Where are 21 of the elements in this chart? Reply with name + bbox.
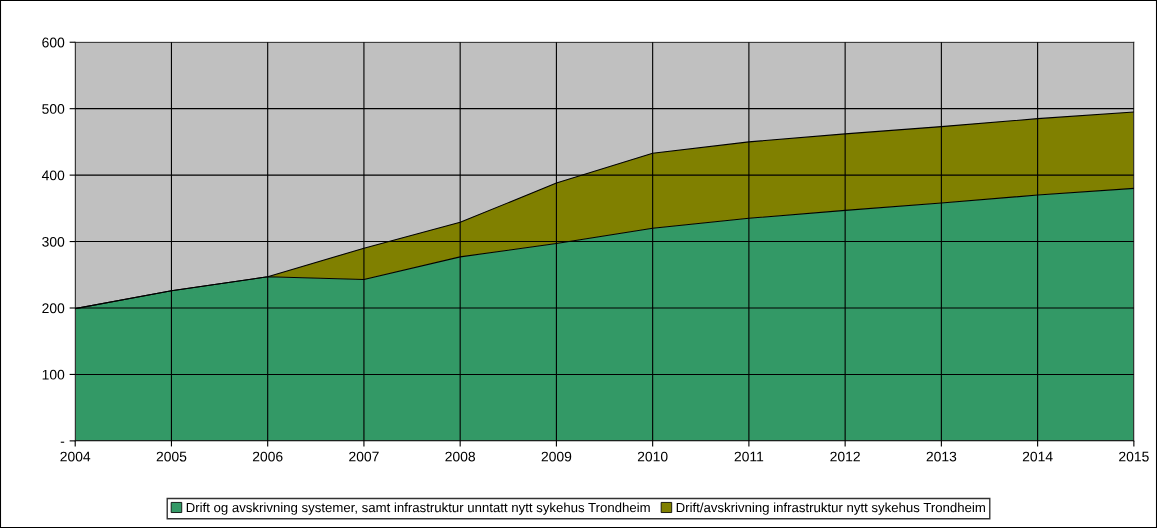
x-tick-label: 2008 [445,451,476,462]
x-tick-label: 2006 [252,451,283,462]
x-tick-label: 2014 [1022,451,1053,462]
y-tick-label: 300 [42,236,65,247]
y-tick-label: - [60,441,65,443]
x-tick-label: 2013 [926,451,957,462]
x-tick-label: 2010 [637,451,668,462]
y-tick-label: 600 [42,37,65,48]
x-tick-label: 2012 [830,451,860,462]
y-tick-label: 200 [42,303,65,314]
legend-label: Drift/avskrivning infrastruktur nytt sykehus Trondheim [676,502,985,515]
x-tick-label: 2009 [541,451,572,462]
x-tick-label: 2015 [1119,451,1149,462]
x-tick-label: 2011 [734,451,764,462]
legend-label: Drift og avskrivning systemer, samt infrastruktur unntatt nytt sykehus Trondheim [186,502,650,515]
x-tick-label: 2005 [156,451,187,462]
x-tick-label: 2007 [349,451,379,462]
x-tick-label: 2004 [60,451,91,462]
y-tick-label: 500 [42,104,65,114]
y-tick-label: 400 [41,170,65,181]
y-tick-label: 100 [42,369,65,380]
